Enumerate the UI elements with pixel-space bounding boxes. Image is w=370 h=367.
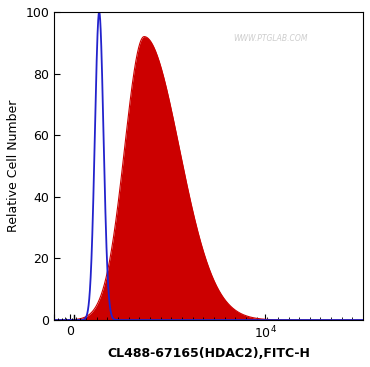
X-axis label: CL488-67165(HDAC2),FITC-H: CL488-67165(HDAC2),FITC-H: [107, 347, 310, 360]
Y-axis label: Relative Cell Number: Relative Cell Number: [7, 100, 20, 232]
Text: WWW.PTGLAB.COM: WWW.PTGLAB.COM: [233, 33, 308, 43]
